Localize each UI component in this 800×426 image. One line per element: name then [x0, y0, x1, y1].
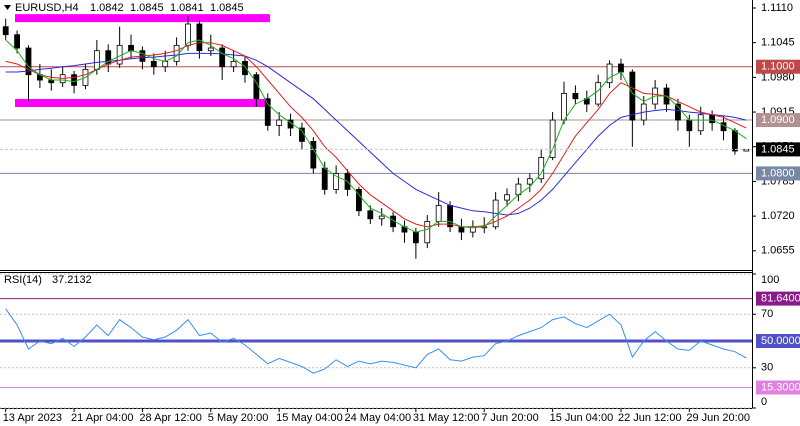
x-tick-label: 24 May 04:00 — [345, 412, 412, 424]
candle-body — [321, 167, 328, 190]
candle-body — [367, 210, 374, 220]
level-label: 1.1000 — [761, 61, 795, 73]
x-tick-label: 31 May 12:00 — [413, 412, 480, 424]
candle-body — [150, 60, 157, 68]
candle-body — [595, 82, 602, 105]
candle-body — [618, 63, 624, 73]
level-label-box — [756, 334, 800, 348]
x-tick-label: 13 Apr 2023 — [3, 412, 62, 424]
candle-body — [629, 71, 636, 121]
candle-body — [71, 74, 77, 86]
y-tick-label: 30 — [761, 362, 773, 374]
candle-body — [356, 189, 362, 212]
candle-body — [333, 173, 340, 190]
quote-close: 1.0845 — [210, 2, 244, 14]
candle-body — [378, 215, 385, 220]
indicator-line — [5, 52, 747, 216]
candle-body — [310, 141, 317, 169]
candle-body — [526, 178, 533, 185]
candle-body — [25, 47, 32, 76]
candle-body — [2, 26, 9, 36]
y-tick-label: 0 — [761, 396, 767, 408]
candle-body — [196, 23, 203, 52]
chart-title: EURUSD,H4 — [15, 2, 79, 14]
candle-body — [230, 60, 237, 68]
x-tick-label: 21 Apr 04:00 — [71, 412, 133, 424]
level-label-box — [756, 59, 800, 74]
quote-open: 1.0842 — [90, 2, 124, 14]
candle-body — [14, 34, 20, 49]
candle-body — [412, 231, 419, 244]
candle-body — [675, 103, 681, 121]
y-tick-label: 1.0980 — [761, 71, 795, 83]
y-tick-label: 1.1110 — [761, 2, 793, 14]
candle-body — [458, 226, 465, 233]
menu-arrow[interactable] — [4, 5, 11, 10]
y-tick-label: 70 — [761, 308, 773, 320]
candle-body — [264, 98, 271, 126]
quote-high: 1.0845 — [130, 2, 164, 14]
candle-body — [207, 47, 214, 52]
candle-body — [561, 92, 567, 121]
indicator-line — [5, 42, 747, 228]
candle-body — [504, 194, 510, 201]
indicator-line — [5, 308, 747, 374]
level-label-box — [756, 380, 800, 395]
x-tick-label: 22 Jun 12:00 — [618, 412, 682, 424]
level-label-box — [756, 166, 800, 181]
level-label: 50.0000 — [761, 335, 800, 347]
candle-body — [697, 114, 704, 132]
candle-body — [128, 44, 134, 52]
indicator-line — [5, 39, 747, 233]
candle-body — [732, 130, 738, 152]
y-tick-label: 100 — [761, 274, 779, 286]
candle-body — [219, 47, 226, 68]
level-label: 1.0900 — [761, 114, 795, 126]
x-tick-label: 5 May 20:00 — [208, 412, 269, 424]
y-tick-label: 1.0655 — [761, 245, 795, 257]
candle-body — [709, 114, 716, 124]
candle-body — [276, 119, 283, 126]
x-tick-label: 28 Apr 12:00 — [139, 412, 201, 424]
y-tick-label: 1.1045 — [761, 37, 795, 49]
level-label-box — [756, 113, 800, 128]
x-tick-label: 7 Jun 20:00 — [481, 412, 539, 424]
current-price-box — [756, 142, 800, 157]
x-tick-label: 29 Jun 20:00 — [686, 412, 750, 424]
candle-body — [242, 60, 248, 76]
level-label-box — [756, 291, 800, 306]
level-label: 1.0800 — [761, 167, 795, 179]
candle-body — [435, 205, 442, 222]
candle-body — [447, 205, 453, 228]
x-tick-label: 15 Jun 04:00 — [550, 412, 614, 424]
candle-body — [93, 50, 100, 70]
candle-body — [572, 92, 579, 100]
current-price-label: 1.0845 — [761, 143, 795, 155]
y-tick-label: 1.0720 — [761, 210, 795, 222]
level-label: 15.3000 — [761, 381, 800, 393]
x-tick-label: 15 May 04:00 — [276, 412, 343, 424]
candle-body — [606, 63, 613, 84]
quote-low: 1.0841 — [170, 2, 204, 14]
candle-body — [686, 119, 693, 132]
candle-body — [424, 221, 431, 244]
candle-body — [549, 119, 556, 158]
indicator-value: 37.2132 — [52, 274, 92, 286]
candle-body — [162, 60, 169, 68]
level-label: 81.6400 — [761, 293, 800, 305]
indicator-title: RSI(14) — [4, 274, 42, 286]
